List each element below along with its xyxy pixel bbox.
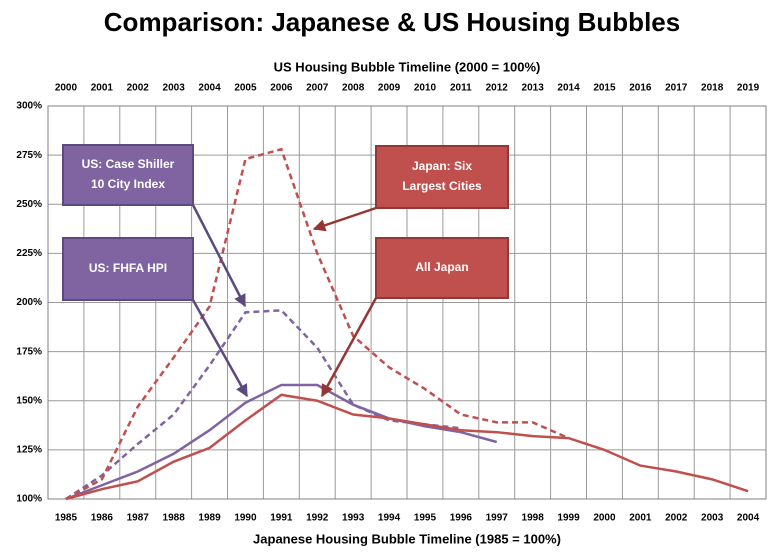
x2-tick-label: 2013 xyxy=(522,83,545,94)
x-tick-label: 2000 xyxy=(593,513,616,524)
x2-tick-label: 2017 xyxy=(665,83,688,94)
bottom-axis-title: Japanese Housing Bubble Timeline (1985 =… xyxy=(253,531,561,546)
x2-tick-label: 2009 xyxy=(378,83,401,94)
x2-tick-label: 2012 xyxy=(486,83,509,94)
annotation-arrow xyxy=(191,299,249,398)
annotation-text: US: FHFA HPI xyxy=(89,261,167,275)
series-line xyxy=(65,393,749,501)
x2-tick-label: 2016 xyxy=(629,83,652,94)
annotation-box xyxy=(375,145,509,209)
x-tick-label: 2004 xyxy=(737,513,760,524)
x2-tick-label: 2014 xyxy=(557,83,580,94)
x-tick-label: 1994 xyxy=(378,513,401,524)
x-tick-label: 1988 xyxy=(163,513,186,524)
annotation-text: US: Case Shiller xyxy=(82,157,175,171)
x-tick-label: 1993 xyxy=(342,513,365,524)
x2-tick-label: 2000 xyxy=(55,83,78,94)
x-tick-label: 1995 xyxy=(414,513,437,524)
x2-tick-label: 2011 xyxy=(450,83,472,94)
x-tick-label: 1990 xyxy=(234,513,257,524)
y-tick-label: 250% xyxy=(16,199,42,210)
x2-tick-label: 2008 xyxy=(342,83,365,94)
annotation-box xyxy=(62,237,194,301)
series-line xyxy=(65,383,498,501)
x2-tick-label: 2002 xyxy=(127,83,150,94)
y-tick-label: 175% xyxy=(16,346,42,357)
x-tick-label: 2001 xyxy=(629,513,652,524)
annotation-arrow xyxy=(191,204,247,308)
x2-tick-label: 2003 xyxy=(163,83,186,94)
x-tick-label: 1999 xyxy=(557,513,580,524)
plot-frame xyxy=(47,105,767,500)
y-tick-label: 100% xyxy=(16,494,42,505)
y-tick-label: 275% xyxy=(16,150,42,161)
y-tick-label: 225% xyxy=(16,248,42,259)
x-tick-label: 1986 xyxy=(91,513,114,524)
x2-tick-label: 2018 xyxy=(701,83,724,94)
x-tick-label: 1991 xyxy=(270,513,293,524)
x2-tick-label: 2001 xyxy=(91,83,114,94)
x2-tick-label: 2010 xyxy=(414,83,437,94)
series-line xyxy=(65,309,461,501)
top-axis-title: US Housing Bubble Timeline (2000 = 100%) xyxy=(274,59,541,74)
x-tick-label: 1989 xyxy=(198,513,221,524)
x-tick-label: 1997 xyxy=(486,513,509,524)
x-tick-label: 1992 xyxy=(306,513,329,524)
y-tick-label: 125% xyxy=(16,445,42,456)
x-tick-label: 2003 xyxy=(701,513,724,524)
annotation-text: 10 City Index xyxy=(91,177,165,191)
annotation-box xyxy=(62,144,194,206)
x-tick-label: 2002 xyxy=(665,513,688,524)
annotation-text: Largest Cities xyxy=(402,179,482,193)
x2-tick-label: 2004 xyxy=(198,83,221,94)
annotation-text: All Japan xyxy=(415,260,468,274)
x2-tick-label: 2005 xyxy=(234,83,257,94)
annotation-box xyxy=(375,237,509,299)
x2-tick-label: 2007 xyxy=(306,83,329,94)
y-tick-label: 200% xyxy=(16,297,42,308)
y-tick-label: 300% xyxy=(16,101,42,112)
x-tick-label: 1998 xyxy=(522,513,545,524)
annotation-text: Japan: Six xyxy=(412,159,472,173)
y-tick-label: 150% xyxy=(16,395,42,406)
x-tick-label: 1996 xyxy=(450,513,473,524)
x2-tick-label: 2019 xyxy=(737,83,760,94)
x2-tick-label: 2006 xyxy=(270,83,293,94)
series-line xyxy=(65,147,570,501)
annotation-arrow xyxy=(320,297,378,398)
x-tick-label: 1985 xyxy=(55,513,78,524)
annotation-arrow xyxy=(312,206,377,232)
x-tick-label: 1987 xyxy=(127,513,150,524)
x2-tick-label: 2015 xyxy=(593,83,616,94)
chart-title: Comparison: Japanese & US Housing Bubble… xyxy=(104,7,680,37)
